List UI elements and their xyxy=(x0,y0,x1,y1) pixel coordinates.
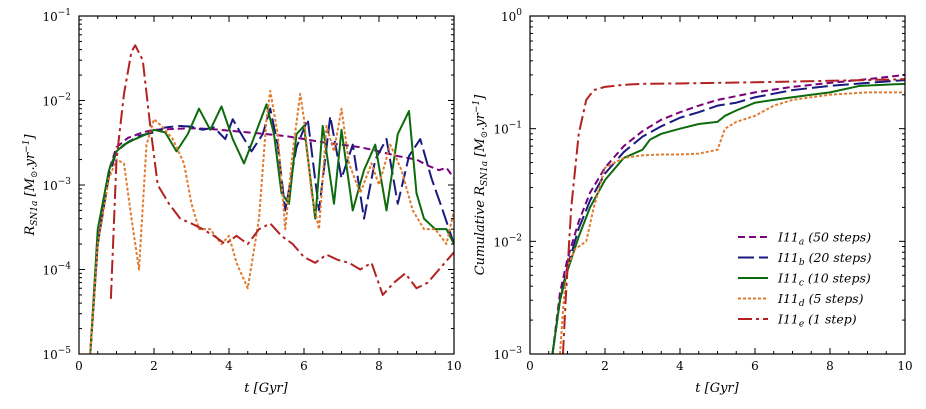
legend-label-b: I11b (20 steps) xyxy=(777,250,872,268)
legend-label-a: I11a (50 steps) xyxy=(777,230,871,248)
right-y-axis-label: Cumulative RSN1a [M⊙.yr−1] xyxy=(472,94,490,275)
right-series-c-line xyxy=(551,82,905,354)
right-series-d-line xyxy=(559,91,905,354)
left-ticks: 0 2 4 6 8 10 10−5 10−4 10−3 10−2 10−1 xyxy=(42,8,461,373)
right-series-b-line xyxy=(551,79,905,354)
left-series-e-line xyxy=(109,44,454,299)
right-x-tick-label: 4 xyxy=(676,359,684,373)
left-y-tick-label: 10−4 xyxy=(42,262,71,278)
left-series-d-line xyxy=(89,89,454,354)
right-x-tick-label: 6 xyxy=(751,359,759,373)
right-y-tick-label: 100 xyxy=(501,8,522,24)
left-x-tick-label: 10 xyxy=(446,359,461,373)
left-x-tick-label: 6 xyxy=(300,359,308,373)
right-x-tick-label: 10 xyxy=(897,359,912,373)
right-x-tick-label: 8 xyxy=(826,359,834,373)
right-x-axis-label: t [Gyr] xyxy=(695,381,739,396)
left-y-tick-label: 10−3 xyxy=(42,177,71,193)
right-series-e-line xyxy=(562,78,905,354)
left-y-tick-label: 10−5 xyxy=(42,346,71,362)
right-series-group xyxy=(551,73,905,354)
right-chart: 0 2 4 6 8 10 10−3 10−2 10−1 100 t [Gyr] Cumulativ… xyxy=(472,8,913,396)
left-x-tick-label: 2 xyxy=(150,359,158,373)
left-y-tick-label: 10−2 xyxy=(42,93,71,109)
left-x-axis-label: t [Gyr] xyxy=(244,381,288,396)
legend-label-e: I11e (1 step) xyxy=(777,312,857,330)
left-x-tick-label: 4 xyxy=(225,359,233,373)
legend: I11a (50 steps) I11b (20 steps) I11c (10 s… xyxy=(738,230,872,330)
right-y-tick-label: 10−2 xyxy=(493,233,522,249)
left-x-tick-label: 0 xyxy=(75,359,83,373)
left-y-tick-label: 10−1 xyxy=(42,8,71,24)
left-series-a-line xyxy=(89,127,454,354)
left-series-c-line xyxy=(89,103,454,354)
right-x-tick-label: 2 xyxy=(601,359,609,373)
legend-label-d: I11d (5 steps) xyxy=(777,291,864,309)
right-y-tick-label: 10−3 xyxy=(493,346,522,362)
left-series-group xyxy=(89,44,454,354)
right-series-a-line xyxy=(551,73,905,354)
right-ticks: 0 2 4 6 8 10 10−3 10−2 10−1 100 xyxy=(493,8,912,373)
right-x-tick-label: 0 xyxy=(526,359,534,373)
legend-label-c: I11c (10 steps) xyxy=(777,271,871,289)
right-y-tick-label: 10−1 xyxy=(493,121,522,137)
left-x-tick-label: 8 xyxy=(375,359,383,373)
